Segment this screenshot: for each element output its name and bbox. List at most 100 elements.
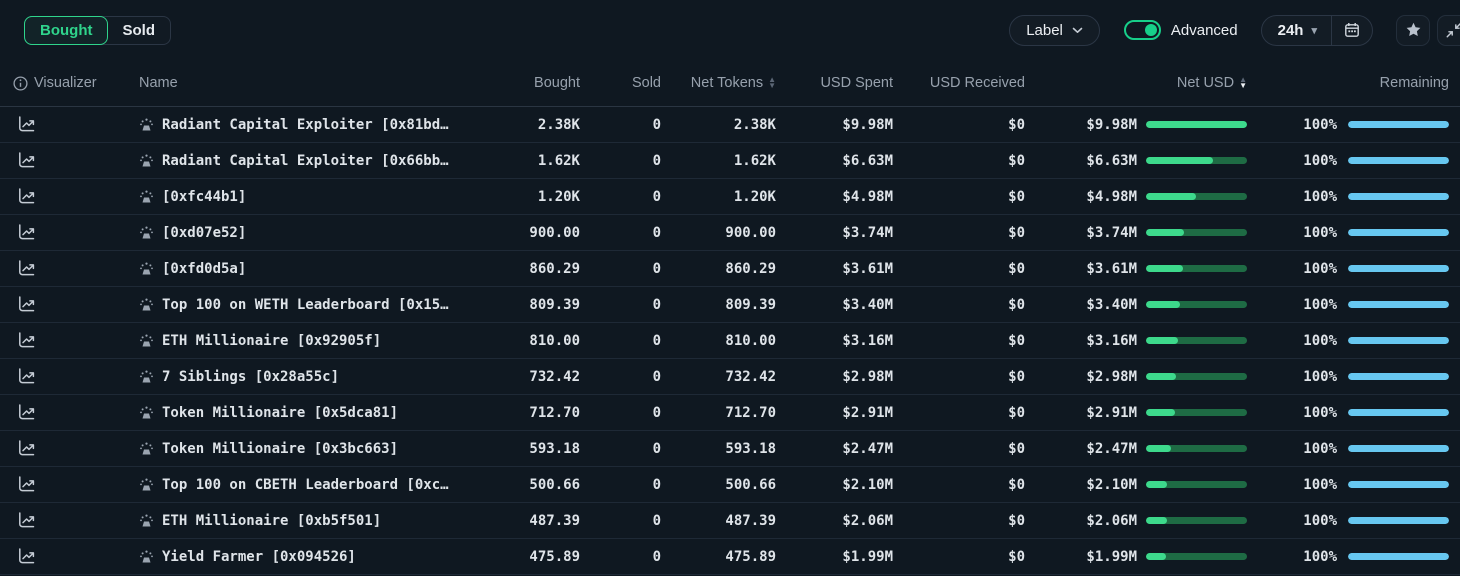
wallet-name[interactable]: Radiant Capital Exploiter [0x66bb… xyxy=(162,152,449,169)
visualizer-chart-icon[interactable] xyxy=(17,332,36,349)
net-usd-value: $3.61M xyxy=(1086,260,1137,277)
wallet-name[interactable]: Radiant Capital Exploiter [0x81bd… xyxy=(162,116,449,133)
table-row[interactable]: [0xfd0d5a] 860.29 0 860.29 $3.61M $0 $3.… xyxy=(0,251,1460,287)
bought-value: 487.39 xyxy=(529,512,580,529)
collapse-button[interactable] xyxy=(1437,14,1460,46)
wallet-name[interactable]: [0xfd0d5a] xyxy=(162,260,247,277)
wallet-name[interactable]: 7 Siblings [0x28a55c] xyxy=(162,368,340,385)
bought-value: 593.18 xyxy=(529,440,580,457)
sold-value: 0 xyxy=(652,404,661,421)
tab-sold[interactable]: Sold xyxy=(122,21,155,39)
wallet-name[interactable]: Token Millionaire [0x5dca81] xyxy=(162,404,399,421)
bought-value: 1.20K xyxy=(537,188,580,205)
table-row[interactable]: ETH Millionaire [0x92905f] 810.00 0 810.… xyxy=(0,323,1460,359)
net-usd-value: $6.63M xyxy=(1086,152,1137,169)
fountain-emoji-icon xyxy=(139,550,154,564)
net-usd-value: $4.98M xyxy=(1086,188,1137,205)
visualizer-chart-icon[interactable] xyxy=(17,476,36,493)
fountain-emoji-icon xyxy=(139,514,154,528)
usd-received-value: $0 xyxy=(1008,404,1025,421)
sold-value: 0 xyxy=(652,152,661,169)
fountain-emoji-icon xyxy=(139,118,154,132)
usd-received-value: $0 xyxy=(1008,548,1025,565)
usd-spent-value: $2.10M xyxy=(842,476,893,493)
sold-value: 0 xyxy=(652,116,661,133)
net-usd-value: $3.16M xyxy=(1086,332,1137,349)
table-row[interactable]: Token Millionaire [0x3bc663] 593.18 0 59… xyxy=(0,431,1460,467)
remaining-value: 100% xyxy=(1303,188,1337,205)
star-icon xyxy=(1405,22,1422,38)
visualizer-chart-icon[interactable] xyxy=(17,440,36,457)
table-row[interactable]: ETH Millionaire [0xb5f501] 487.39 0 487.… xyxy=(0,503,1460,539)
visualizer-chart-icon[interactable] xyxy=(17,152,36,169)
table-row[interactable]: Yield Farmer [0x094526] 475.89 0 475.89 … xyxy=(0,539,1460,575)
bought-value: 1.62K xyxy=(537,152,580,169)
net-usd-bar xyxy=(1146,553,1247,560)
wallet-name[interactable]: Yield Farmer [0x094526] xyxy=(162,548,356,565)
wallet-name[interactable]: [0xd07e52] xyxy=(162,224,247,241)
usd-received-value: $0 xyxy=(1008,476,1025,493)
table-row[interactable]: [0xd07e52] 900.00 0 900.00 $3.74M $0 $3.… xyxy=(0,215,1460,251)
wallet-name[interactable]: ETH Millionaire [0x92905f] xyxy=(162,332,382,349)
net-usd-bar xyxy=(1146,301,1247,308)
sold-value: 0 xyxy=(652,332,661,349)
collapse-icon xyxy=(1445,21,1460,39)
usd-received-value: $0 xyxy=(1008,188,1025,205)
table-row[interactable]: Token Millionaire [0x5dca81] 712.70 0 71… xyxy=(0,395,1460,431)
usd-spent-value: $3.40M xyxy=(842,296,893,313)
fountain-emoji-icon xyxy=(139,370,154,384)
favorite-button[interactable] xyxy=(1396,14,1430,46)
fountain-emoji-icon xyxy=(139,262,154,276)
header-net-usd-label: Net USD xyxy=(1176,75,1235,91)
visualizer-chart-icon[interactable] xyxy=(17,116,36,133)
net-usd-value: $2.10M xyxy=(1086,476,1137,493)
table-header: Visualizer Name Bought Sold Net Tokens ▲… xyxy=(0,60,1460,107)
visualizer-chart-icon[interactable] xyxy=(17,404,36,421)
wallet-name[interactable]: ETH Millionaire [0xb5f501] xyxy=(162,512,382,529)
visualizer-chart-icon[interactable] xyxy=(17,224,36,241)
visualizer-chart-icon[interactable] xyxy=(17,512,36,529)
table-row[interactable]: 7 Siblings [0x28a55c] 732.42 0 732.42 $2… xyxy=(0,359,1460,395)
remaining-bar xyxy=(1348,445,1449,452)
calendar-button[interactable] xyxy=(1332,16,1372,45)
net-usd-value: $3.74M xyxy=(1086,224,1137,241)
timeframe-dropdown[interactable]: 24h ▾ xyxy=(1262,16,1331,45)
wallet-name[interactable]: Token Millionaire [0x3bc663] xyxy=(162,440,399,457)
tab-bought[interactable]: Bought xyxy=(24,15,109,45)
visualizer-chart-icon[interactable] xyxy=(17,188,36,205)
header-sold: Sold xyxy=(631,75,661,91)
table-row[interactable]: [0xfc44b1] 1.20K 0 1.20K $4.98M $0 $4.98… xyxy=(0,179,1460,215)
visualizer-chart-icon[interactable] xyxy=(17,548,36,565)
remaining-bar xyxy=(1348,301,1449,308)
bought-value: 810.00 xyxy=(529,332,580,349)
table-row[interactable]: Radiant Capital Exploiter [0x81bd… 2.38K… xyxy=(0,107,1460,143)
table-row[interactable]: Radiant Capital Exploiter [0x66bb… 1.62K… xyxy=(0,143,1460,179)
header-net-usd[interactable]: Net USD ▲ ▼ xyxy=(1025,75,1247,91)
visualizer-chart-icon[interactable] xyxy=(17,296,36,313)
header-remaining: Remaining xyxy=(1379,75,1449,91)
wallet-name[interactable]: Top 100 on CBETH Leaderboard [0xc… xyxy=(162,476,449,493)
bought-value: 2.38K xyxy=(537,116,580,133)
net-usd-value: $2.98M xyxy=(1086,368,1137,385)
header-net-tokens-label: Net Tokens xyxy=(690,75,764,91)
advanced-toggle[interactable] xyxy=(1123,20,1161,40)
label-dropdown-text: Label xyxy=(1026,21,1063,39)
header-usd-received: USD Received xyxy=(929,75,1025,91)
wallet-name[interactable]: Top 100 on WETH Leaderboard [0x15… xyxy=(162,296,449,313)
sort-desc-icon: ▲ ▼ xyxy=(1239,75,1247,90)
header-net-tokens[interactable]: Net Tokens ▲ ▼ xyxy=(661,75,776,91)
usd-spent-value: $2.91M xyxy=(842,404,893,421)
net-tokens-value: 712.70 xyxy=(725,404,776,421)
visualizer-chart-icon[interactable] xyxy=(17,368,36,385)
net-tokens-value: 2.38K xyxy=(733,116,776,133)
info-icon[interactable] xyxy=(13,75,28,91)
visualizer-chart-icon[interactable] xyxy=(17,260,36,277)
remaining-bar xyxy=(1348,517,1449,524)
label-dropdown[interactable]: Label xyxy=(1009,14,1100,46)
table-row[interactable]: Top 100 on CBETH Leaderboard [0xc… 500.6… xyxy=(0,467,1460,503)
wallet-name[interactable]: [0xfc44b1] xyxy=(162,188,247,205)
remaining-value: 100% xyxy=(1303,332,1337,349)
remaining-value: 100% xyxy=(1303,296,1337,313)
remaining-bar xyxy=(1348,481,1449,488)
table-row[interactable]: Top 100 on WETH Leaderboard [0x15… 809.3… xyxy=(0,287,1460,323)
